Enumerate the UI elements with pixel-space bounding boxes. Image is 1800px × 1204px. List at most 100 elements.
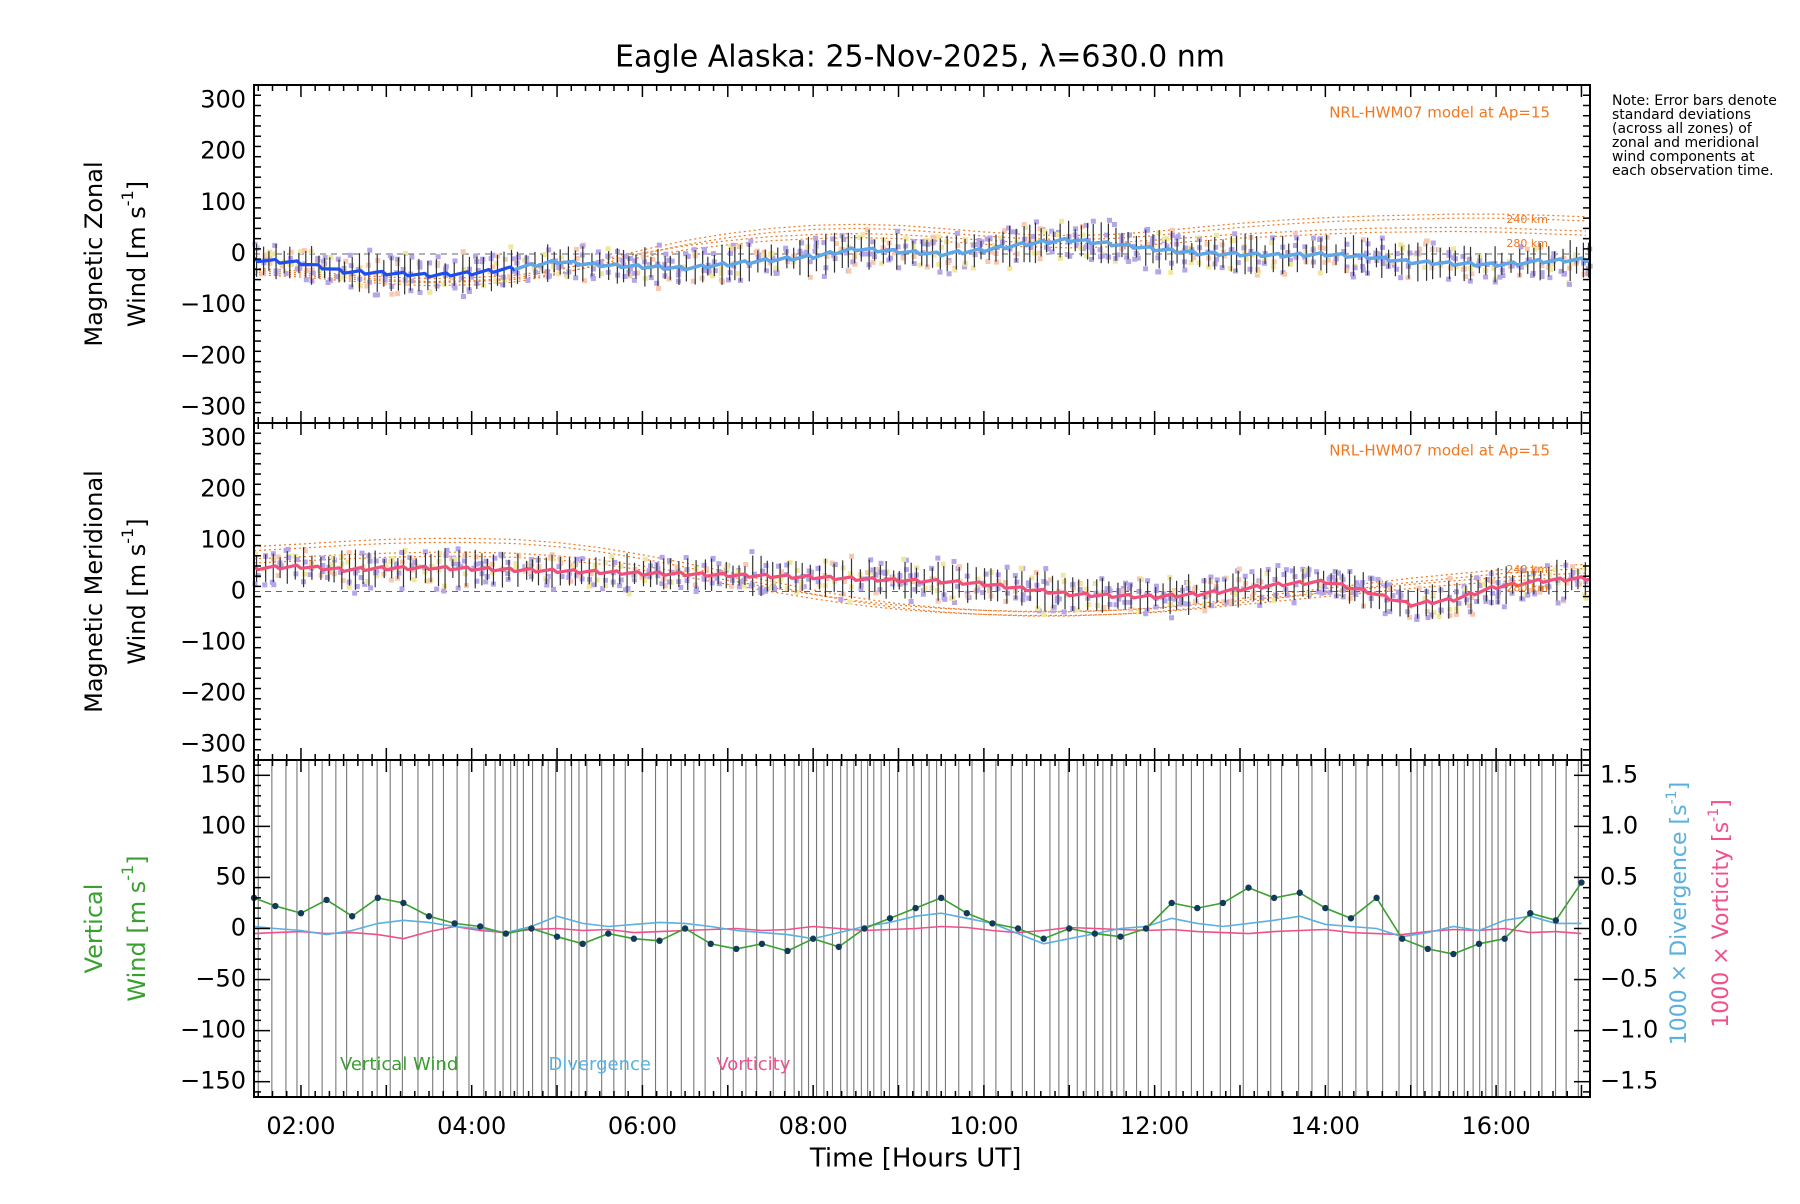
merid-zone-sample xyxy=(901,556,907,562)
merid-zone-sample xyxy=(513,564,519,570)
merid-zone-sample xyxy=(675,568,681,574)
zonal-zone-sample xyxy=(691,247,697,253)
zonal-zone-sample xyxy=(357,283,363,289)
merid-zone-sample xyxy=(987,588,993,594)
merid-zone-sample xyxy=(1552,567,1558,573)
merid-zone-sample xyxy=(505,559,511,565)
zonal-zone-sample xyxy=(310,270,316,276)
merid-zone-sample xyxy=(434,586,440,592)
merid-zone-sample xyxy=(735,569,741,575)
merid-zone-sample xyxy=(655,573,661,579)
merid-zone-sample xyxy=(952,599,958,605)
zonal-zone-sample xyxy=(595,260,601,266)
merid-zone-sample xyxy=(1153,583,1159,589)
merid-zone-sample xyxy=(396,570,402,576)
merid-zone-sample xyxy=(1221,599,1227,605)
zonal-zone-sample xyxy=(972,252,978,258)
zonal-zone-sample xyxy=(1424,238,1430,244)
zonal-zone-sample xyxy=(1056,232,1062,238)
merid-zone-sample xyxy=(716,569,722,575)
merid-zone-sample xyxy=(1293,582,1299,588)
zonal-zone-sample xyxy=(1233,268,1239,274)
merid-zone-sample xyxy=(763,588,769,594)
zonal-zone-sample xyxy=(1527,257,1533,263)
merid-zone-sample xyxy=(751,571,757,577)
zonal-zone-sample xyxy=(1089,245,1095,251)
zonal-zone-sample xyxy=(1170,232,1176,238)
zonal-y-tick-label: 300 xyxy=(200,85,246,113)
merid-zone-sample xyxy=(1018,565,1024,571)
zonal-zone-sample xyxy=(627,273,633,279)
merid-zone-sample xyxy=(1026,595,1032,601)
zonal-zone-sample xyxy=(441,281,447,287)
merid-zone-sample xyxy=(1570,569,1576,575)
zonal-zone-sample xyxy=(1074,242,1080,248)
zonal-zone-sample xyxy=(1271,259,1277,265)
merid-zone-sample xyxy=(1201,578,1207,584)
merid-model-model-240-km xyxy=(253,537,1586,613)
zonal-zone-sample xyxy=(1084,253,1090,259)
merid-zone-sample xyxy=(320,568,326,574)
vertical-y-tick-label: 0 xyxy=(231,914,246,942)
vertical-wind-point xyxy=(1245,884,1252,891)
zonal-zone-sample xyxy=(508,244,514,250)
zonal-zone-sample xyxy=(1423,241,1429,247)
merid-zone-sample xyxy=(602,577,608,583)
merid-ylabel-line2: Wind [m s-1] xyxy=(118,518,151,664)
zonal-zone-sample xyxy=(1235,260,1241,266)
merid-zone-sample xyxy=(1136,609,1142,615)
merid-zone-sample xyxy=(373,558,379,564)
zonal-zone-sample xyxy=(917,262,923,268)
merid-zone-sample xyxy=(409,562,415,568)
zonal-zone-sample xyxy=(550,264,556,270)
merid-zone-sample xyxy=(920,591,926,597)
merid-zone-sample xyxy=(1464,597,1470,603)
merid-zone-sample xyxy=(890,581,896,587)
merid-zone-sample xyxy=(473,561,479,567)
merid-zone-sample xyxy=(293,571,299,577)
merid-zone-sample xyxy=(1314,569,1320,575)
merid-zone-sample xyxy=(729,577,735,583)
zonal-zone-sample xyxy=(1028,244,1034,250)
zonal-zone-sample xyxy=(322,255,328,261)
zonal-zone-sample xyxy=(830,236,836,242)
zonal-zone-sample xyxy=(1143,266,1149,272)
merid-zone-sample xyxy=(878,560,884,566)
merid-zone-sample xyxy=(771,582,777,588)
zonal-zone-sample xyxy=(395,256,401,262)
zonal-zone-sample xyxy=(870,259,876,265)
merid-zone-sample xyxy=(402,547,408,553)
merid-zone-sample xyxy=(1044,580,1050,586)
legend-vorticity: Vorticity xyxy=(716,1054,790,1075)
zonal-zone-sample xyxy=(870,251,876,257)
zonal-zone-sample xyxy=(925,241,931,247)
merid-zone-sample xyxy=(1354,580,1360,586)
merid-zone-sample xyxy=(1532,566,1538,572)
zonal-zone-sample xyxy=(1497,274,1503,280)
merid-zone-sample xyxy=(760,568,766,574)
zonal-zone-sample xyxy=(783,245,789,251)
merid-zone-sample xyxy=(1316,580,1322,586)
zonal-zone-sample xyxy=(459,275,465,281)
zonal-zone-sample xyxy=(632,270,638,276)
vertical-y-tick-label: 150 xyxy=(200,760,246,788)
x-tick-label: 04:00 xyxy=(437,1112,506,1140)
merid-zone-sample xyxy=(330,562,336,568)
merid-zone-sample xyxy=(757,586,763,592)
zonal-zone-sample xyxy=(663,251,669,257)
merid-zone-sample xyxy=(683,555,689,561)
zonal-zone-sample xyxy=(892,250,898,256)
zonal-zone-sample xyxy=(443,264,449,270)
zonal-zone-sample xyxy=(1429,265,1435,271)
merid-zone-sample xyxy=(646,568,652,574)
zonal-zone-sample xyxy=(1013,229,1019,235)
zonal-zone-sample xyxy=(1394,251,1400,257)
merid-zone-sample xyxy=(662,583,668,589)
zonal-zone-sample xyxy=(1219,265,1225,271)
zonal-zone-sample xyxy=(1539,263,1545,269)
merid-zone-sample xyxy=(1407,614,1413,620)
merid-zone-sample xyxy=(1424,589,1430,595)
merid-zone-sample xyxy=(1283,567,1289,573)
zonal-zone-sample xyxy=(1530,270,1536,276)
merid-zone-sample xyxy=(586,584,592,590)
